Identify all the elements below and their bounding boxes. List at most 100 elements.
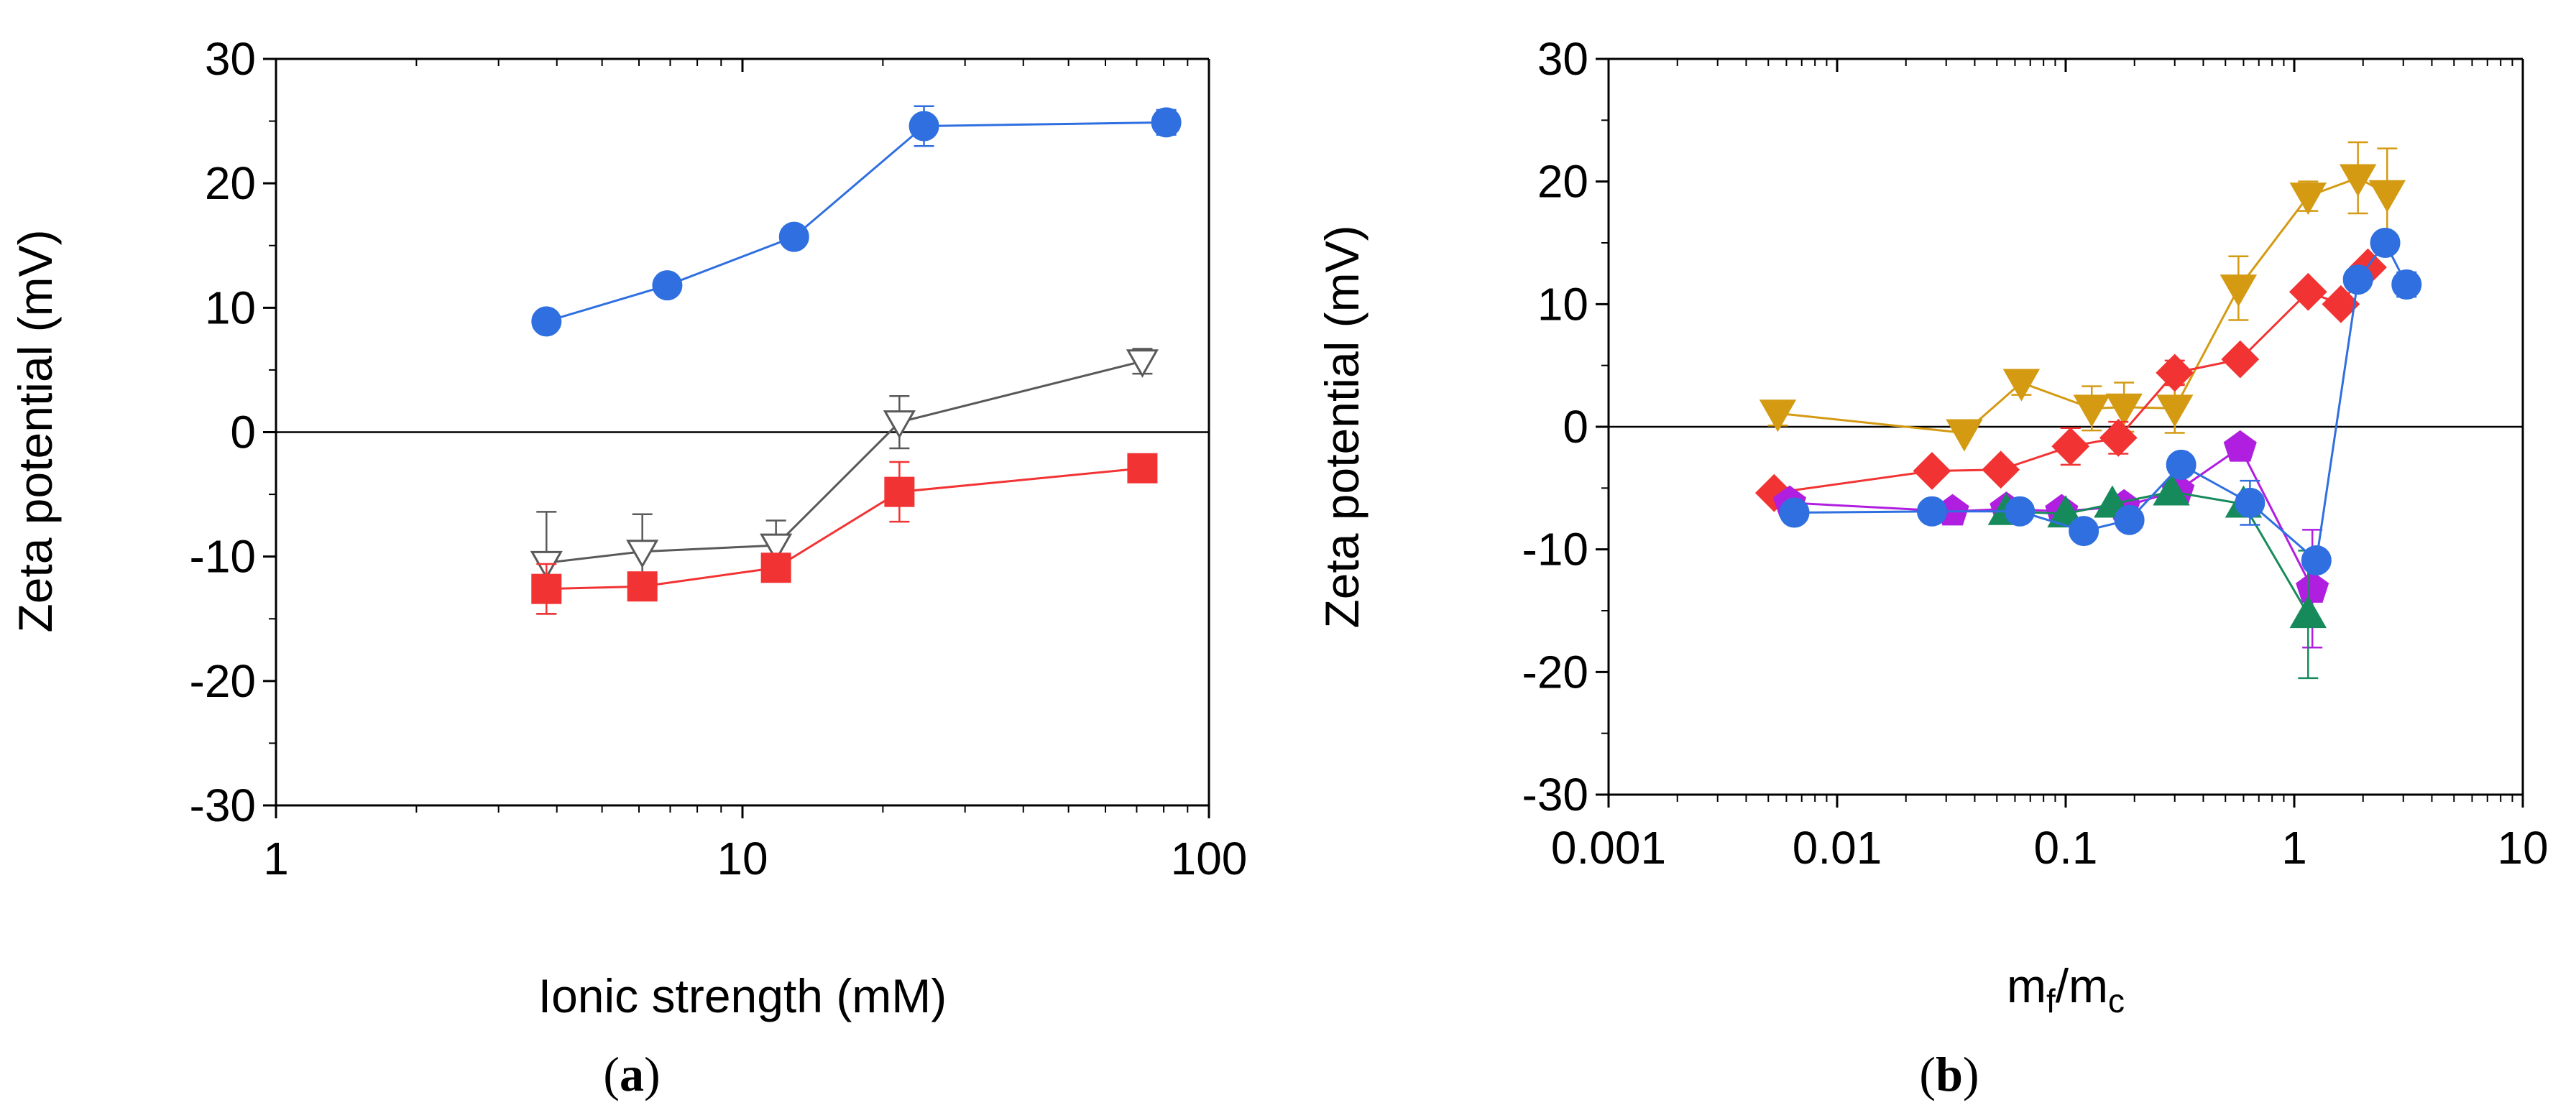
panel-a-point-pgaf	[778, 221, 809, 252]
panel-a-point-ufc-with-sp	[884, 476, 915, 507]
panel-b-point-44-5-mm	[2105, 393, 2143, 426]
panel-b-x-tick-label: 1	[2281, 822, 2307, 874]
panel-b-y-tick-label: -20	[1522, 646, 1589, 698]
panel-a-series-ufc	[530, 348, 1159, 615]
panel-b-point-10-0-mm	[2223, 430, 2257, 462]
panel-a-point-ufc-with-sp	[627, 571, 658, 602]
panel-b-point-8-5-mm	[2289, 596, 2327, 629]
panel-b-point-8-5-mm	[2153, 473, 2190, 506]
panel-b-letter: b	[1936, 1047, 1963, 1101]
panel-b-y-tick-label: -30	[1522, 769, 1589, 820]
panel-b-y-tick-label: 20	[1537, 156, 1588, 208]
panel-b-xlabel: mf/mc	[2007, 959, 2125, 1020]
panel-b-point-44-5-mm	[2339, 164, 2377, 197]
panel-b-point-5-4-mm	[2342, 264, 2373, 295]
panel-a-series-ufc-with-sp	[531, 453, 1158, 615]
xlabel-sub-f: f	[2046, 982, 2056, 1020]
panel-a-ylabel: Zeta potential (mV)	[9, 229, 62, 632]
panel-b-point-44-5-mm	[2002, 369, 2041, 402]
panel-b-point-44-5-mm	[2368, 180, 2406, 213]
panel-b-series-8-5-mm	[1987, 473, 2327, 680]
panel-b-point-44-5-mm	[1946, 419, 1983, 452]
panel-a-point-ufc	[760, 533, 793, 563]
panel-b-point-5-4-mm	[1916, 496, 1947, 527]
panel-a-label: (a)	[603, 1047, 660, 1101]
panel-a-point-pgaf	[1151, 107, 1182, 138]
panel-a-letter: a	[620, 1047, 644, 1101]
panel-a-point-pgaf	[908, 111, 939, 142]
panel-b-series-5-4-mm	[1779, 228, 2422, 576]
panel-b-series	[1754, 141, 2422, 680]
panel-a-y-tick-label: 10	[205, 282, 256, 333]
panel-a-line-pgaf	[546, 121, 1167, 323]
panel-a-point-ufc-with-sp	[1127, 453, 1158, 484]
panel-a-y-tick-label: 20	[205, 157, 256, 209]
panel-b-x-tick-label: 0.001	[1551, 822, 1666, 874]
panel-a-y-tick-label: -30	[190, 780, 257, 831]
panel-b-series-15-5-mm	[1754, 248, 2387, 512]
xlabel-slash-m: /m	[2056, 959, 2108, 1012]
panel-b-point-5-4-mm	[2235, 487, 2266, 518]
panel-b-point-10-0-mm	[2296, 571, 2329, 603]
panel-b-point-8-5-mm	[2047, 495, 2084, 528]
panel-b-point-44-5-mm	[1759, 399, 1797, 433]
panel-b-point-5-4-mm	[2005, 496, 2036, 527]
panel-a-y-tick-label: -20	[190, 655, 257, 707]
panel-b-point-5-4-mm	[2391, 269, 2422, 300]
panel-b-point-5-4-mm	[1779, 497, 1810, 528]
panel-a-point-pgaf	[652, 270, 683, 301]
panel-a-point-ufc-with-sp	[531, 573, 562, 604]
panel-b-point-15-5-mm	[2221, 340, 2260, 379]
panel-a-point-ufc	[626, 540, 659, 568]
xlabel-m: m	[2007, 959, 2046, 1012]
panel-b-point-5-4-mm	[2370, 228, 2401, 258]
panel-b-point-44-5-mm	[2220, 274, 2258, 308]
panel-a-x-tick-label: 100	[1171, 833, 1248, 884]
panel-b-x-tick-label: 10	[2497, 822, 2548, 874]
panel-b-point-15-5-mm	[2322, 285, 2360, 323]
panel-a-line-ufc-with-sp	[546, 467, 1143, 591]
panel-a-x-tick-label: 1	[263, 833, 289, 884]
panel-b: 30 20 10 0 -10 -20 -300.001 0.01 0.1 1 10 Zeta pot…	[1315, 33, 2549, 1101]
panel-b-x-tick-label: 0.1	[2034, 822, 2098, 874]
panel-b-point-5-4-mm	[2114, 504, 2145, 535]
panel-a-x-tick-label: 10	[717, 833, 768, 884]
panel-b-y-tick-label: 10	[1537, 278, 1588, 330]
panel-b-y-tick-label: 30	[1537, 33, 1588, 85]
panel-b-x-tick-label: 0.01	[1793, 822, 1882, 874]
xlabel-sub-c: c	[2108, 982, 2125, 1020]
panel-b-point-5-4-mm	[2166, 449, 2196, 480]
panel-a-y-tick-label: 0	[230, 407, 256, 458]
panel-b-point-44-5-mm	[2289, 182, 2327, 216]
panel-b-ticks: 30 20 10 0 -10 -20 -300.001 0.01 0.1 1 10	[1522, 33, 2549, 874]
panel-b-line-44-5-mm	[1777, 176, 2388, 435]
panel-a-y-tick-label: -10	[190, 531, 257, 583]
panel-b-point-44-5-mm	[2073, 394, 2110, 427]
panel-b-ylabel: Zeta potential (mV)	[1315, 225, 1368, 628]
panel-a-point-ufc	[883, 410, 916, 439]
panel-b-point-15-5-mm	[2099, 418, 2138, 457]
panel-a-point-pgaf	[531, 306, 562, 337]
panel-b-point-5-4-mm	[2301, 545, 2332, 576]
panel-a-xlabel: Ionic strength (mM)	[538, 969, 947, 1022]
panel-a-point-ufc-with-sp	[760, 552, 791, 583]
panel-b-point-15-5-mm	[2288, 272, 2327, 311]
panel-b-series-10-0-mm	[1772, 430, 2329, 649]
panel-a-line-ufc	[546, 360, 1143, 564]
panel-b-y-tick-label: 0	[1563, 401, 1588, 453]
panel-b-label: (b)	[1919, 1047, 1979, 1101]
panel-a-series	[530, 105, 1182, 615]
panel-b-point-44-5-mm	[2156, 394, 2194, 427]
panel-a-point-ufc	[1126, 349, 1159, 378]
panel-b-point-15-5-mm	[2156, 353, 2194, 392]
panel-b-y-tick-label: -10	[1522, 524, 1589, 575]
panel-a-series-pgaf	[531, 105, 1182, 337]
panel-b-line-15-5-mm	[1774, 267, 2369, 494]
panel-a-y-tick-label: 30	[205, 33, 256, 85]
panel-b-point-5-4-mm	[2069, 516, 2099, 547]
panel-b-point-15-5-mm	[1913, 452, 1951, 490]
panel-b-point-15-5-mm	[1982, 450, 2020, 489]
